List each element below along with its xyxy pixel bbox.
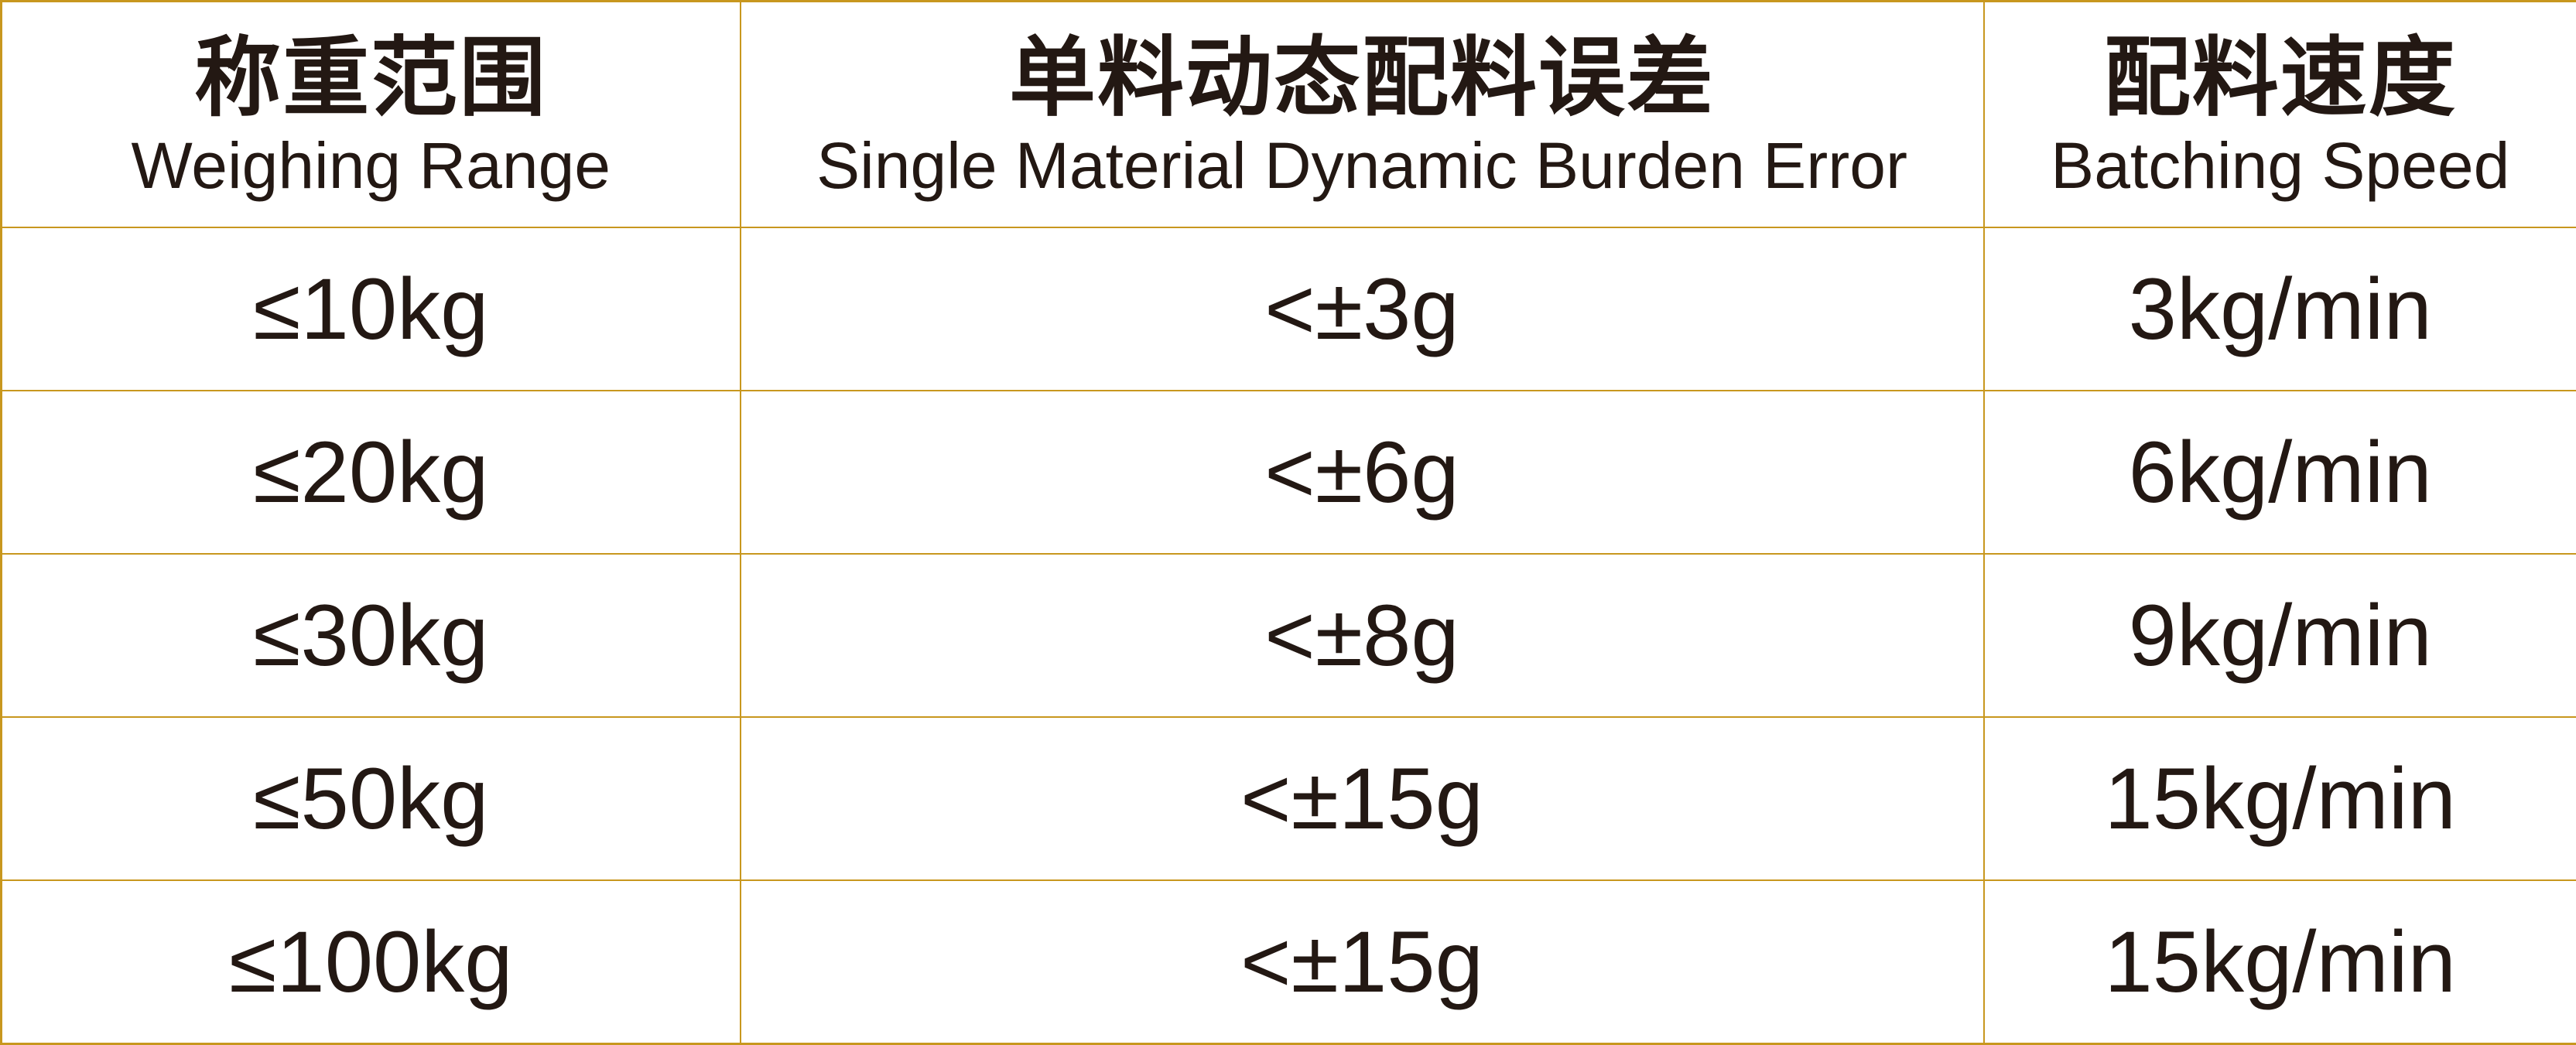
table-cell-range: ≤10kg — [0, 226, 741, 391]
table-body: ≤10kg <±3g 3kg/min ≤20kg <±6g 6kg/min ≤3… — [0, 226, 2576, 1045]
table-cell-range: ≤30kg — [0, 552, 741, 719]
table-cell-error: <±6g — [739, 389, 1985, 555]
header-en-burden-error: Single Material Dynamic Burden Error — [816, 128, 1907, 202]
table-cell-speed: 15kg/min — [1982, 716, 2576, 882]
table-cell-speed: 3kg/min — [1982, 226, 2576, 391]
table-cell-range: ≤20kg — [0, 389, 741, 555]
header-zh-weighing-range: 称重范围 — [194, 29, 548, 126]
table-cell-speed: 6kg/min — [1982, 389, 2576, 555]
table-cell-range: ≤50kg — [0, 716, 741, 882]
table-cell-speed: 15kg/min — [1982, 879, 2576, 1045]
header-row: 称重范围 Weighing Range 单料动态配料误差 Single Mate… — [0, 0, 2576, 228]
header-zh-burden-error: 单料动态配料误差 — [1009, 29, 1715, 126]
table-row: ≤50kg <±15g 15kg/min — [0, 716, 2576, 882]
header-en-weighing-range: Weighing Range — [131, 128, 611, 202]
table-cell-error: <±15g — [739, 716, 1985, 882]
table-cell-error: <±8g — [739, 552, 1985, 719]
header-cell-batching-speed: 配料速度 Batching Speed — [1982, 0, 2576, 228]
table-cell-error: <±3g — [739, 226, 1985, 391]
table-cell-range: ≤100kg — [0, 879, 741, 1045]
table-row: ≤10kg <±3g 3kg/min — [0, 226, 2576, 391]
table-cell-error: <±15g — [739, 879, 1985, 1045]
table-cell-speed: 9kg/min — [1982, 552, 2576, 719]
header-cell-burden-error: 单料动态配料误差 Single Material Dynamic Burden … — [739, 0, 1985, 228]
header-en-batching-speed: Batching Speed — [2051, 128, 2510, 202]
table-row: ≤30kg <±8g 9kg/min — [0, 552, 2576, 719]
table-row: ≤100kg <±15g 15kg/min — [0, 879, 2576, 1045]
header-cell-weighing-range: 称重范围 Weighing Range — [0, 0, 741, 228]
table-header: 称重范围 Weighing Range 单料动态配料误差 Single Mate… — [0, 0, 2576, 228]
table-row: ≤20kg <±6g 6kg/min — [0, 389, 2576, 555]
header-zh-batching-speed: 配料速度 — [2103, 29, 2457, 126]
